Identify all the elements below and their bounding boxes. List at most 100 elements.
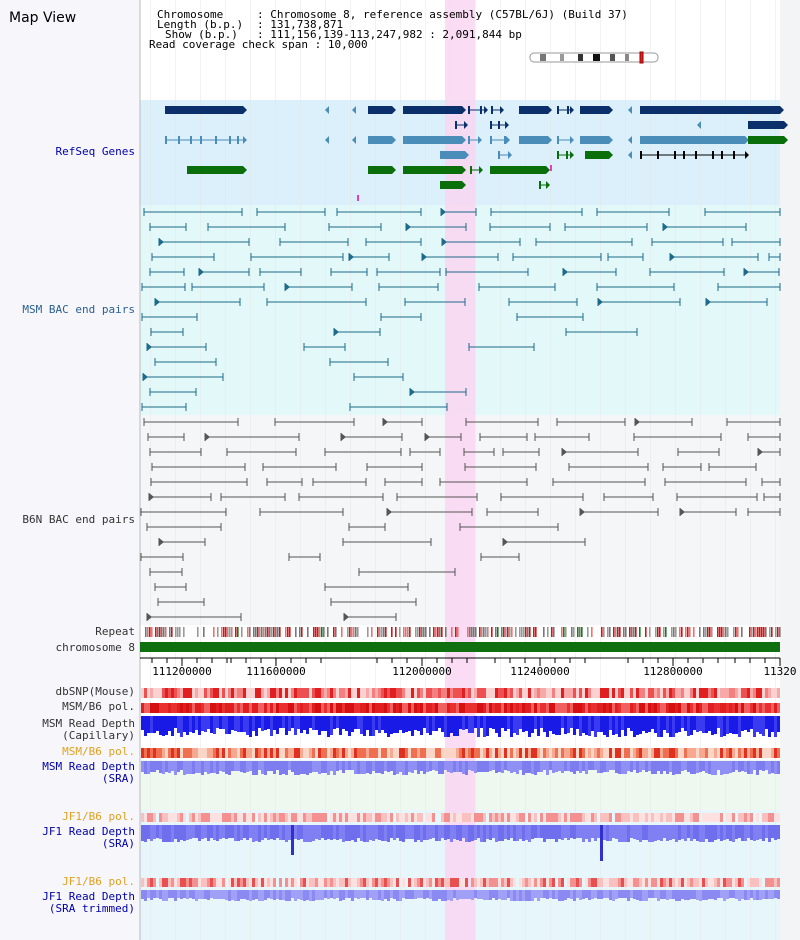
heat-cell	[534, 703, 537, 713]
track-label-b6n-bac[interactable]: B6N BAC end pairs	[22, 513, 135, 526]
heat-cell	[759, 688, 762, 698]
track-label-jf1-depth-trim[interactable]: JF1 Read Depth	[42, 890, 135, 903]
heat-cell	[399, 813, 402, 822]
depth-bar	[159, 825, 162, 839]
refseq-genes[interactable]	[165, 106, 788, 201]
heat-cell	[777, 688, 780, 698]
heat-cell	[360, 703, 363, 713]
heat-cell	[417, 878, 420, 887]
heat-cell	[639, 703, 642, 713]
repeat-element	[313, 627, 315, 637]
depth-bar	[618, 761, 621, 774]
depth-bar	[759, 716, 762, 734]
chromosome-label: Chromosome	[157, 8, 224, 21]
chromosome-bar[interactable]	[140, 642, 780, 652]
heat-cell	[729, 688, 732, 698]
depth-bar	[222, 761, 225, 772]
chromosome-ideogram[interactable]	[529, 51, 659, 64]
heat-cell	[450, 703, 453, 713]
heat-cell	[597, 703, 600, 713]
depth-bar	[633, 890, 636, 899]
depth-bar	[699, 825, 702, 842]
depth-bar	[738, 761, 741, 772]
heat-cell	[618, 748, 621, 758]
depth-bar	[714, 825, 717, 840]
heat-cell	[495, 748, 498, 758]
b6n-bac-pairs[interactable]	[140, 418, 781, 621]
repeat-element	[763, 627, 765, 637]
heat-cell	[570, 813, 573, 822]
heat-cell	[426, 703, 429, 713]
repeat-element	[155, 627, 157, 637]
depth-bar	[720, 890, 723, 898]
heat-cell	[468, 703, 471, 713]
heat-cell	[489, 748, 492, 758]
heat-cell	[258, 878, 261, 887]
depth-bar	[225, 825, 228, 839]
heat-cell	[711, 688, 714, 698]
depth-bar	[423, 825, 426, 840]
track-label-msm-depth-sra[interactable]: MSM Read Depth	[42, 760, 135, 773]
strand-arrow	[609, 106, 613, 114]
depth-bar	[621, 890, 624, 898]
depth-bar	[420, 890, 423, 898]
heat-cell	[372, 748, 375, 758]
heat-cell	[147, 878, 150, 887]
track-label-jf1-b6-pol[interactable]: JF1/B6 pol.	[62, 810, 135, 823]
heat-cell	[708, 688, 711, 698]
depth-bar	[657, 761, 660, 771]
depth-bar	[456, 825, 459, 840]
depth-bar	[198, 761, 201, 773]
heat-cell	[375, 813, 378, 822]
repeat-track[interactable]	[145, 627, 781, 637]
show-label: Show (b.p.)	[165, 28, 238, 41]
repeat-element	[579, 627, 581, 637]
depth-bar	[177, 716, 180, 733]
track-label-msm-b6-pol-2[interactable]: MSM/B6 pol.	[62, 745, 135, 758]
heat-cell	[351, 688, 354, 698]
repeat-element	[327, 627, 329, 637]
depth-bar	[579, 761, 582, 773]
depth-bar	[429, 761, 432, 771]
heat-cell	[192, 878, 195, 887]
heat-cell	[345, 688, 348, 698]
track-label-msm-bac[interactable]: MSM BAC end pairs	[22, 303, 135, 316]
depth-bar	[474, 716, 477, 728]
heat-cell	[474, 813, 477, 822]
msm-bac-pairs[interactable]	[141, 208, 781, 411]
track-label-jf1-depth-sra[interactable]: JF1 Read Depth	[42, 825, 135, 838]
depth-bar	[399, 890, 402, 901]
depth-bar	[345, 761, 348, 770]
track-label-msm-depth-cap[interactable]: MSM Read Depth	[42, 717, 135, 730]
depth-bar	[402, 761, 405, 775]
heat-cell	[336, 878, 339, 887]
depth-bar	[528, 716, 531, 737]
heat-cell	[363, 748, 366, 758]
heat-cell	[774, 703, 777, 713]
track-label-dbsnp[interactable]: dbSNP(Mouse)	[55, 685, 135, 698]
track-label-repeat[interactable]: Repeat	[95, 625, 135, 638]
heat-cell	[150, 813, 153, 822]
strand-arrow	[745, 136, 749, 144]
depth-bar	[249, 761, 252, 771]
heat-cell	[774, 813, 777, 822]
heat-cell	[387, 703, 390, 713]
depth-bar	[753, 825, 756, 841]
heat-cell	[303, 688, 306, 698]
track-label-refseq[interactable]: RefSeq Genes	[55, 145, 135, 158]
heat-cell	[288, 688, 291, 698]
track-label-msm-b6-pol[interactable]: MSM/B6 pol.	[62, 700, 135, 713]
heat-cell	[231, 878, 234, 887]
repeat-element	[289, 627, 291, 637]
depth-bar	[558, 825, 561, 839]
depth-bar	[150, 890, 153, 900]
heat-cell	[507, 878, 510, 887]
gene-exon	[498, 121, 500, 129]
repeat-element	[705, 627, 707, 637]
track-label-jf1-b6-pol-2[interactable]: JF1/B6 pol.	[62, 875, 135, 888]
strand-arrow	[628, 136, 632, 144]
depth-bar	[510, 825, 513, 838]
gene-exon	[490, 166, 546, 174]
heat-cell	[696, 813, 699, 822]
